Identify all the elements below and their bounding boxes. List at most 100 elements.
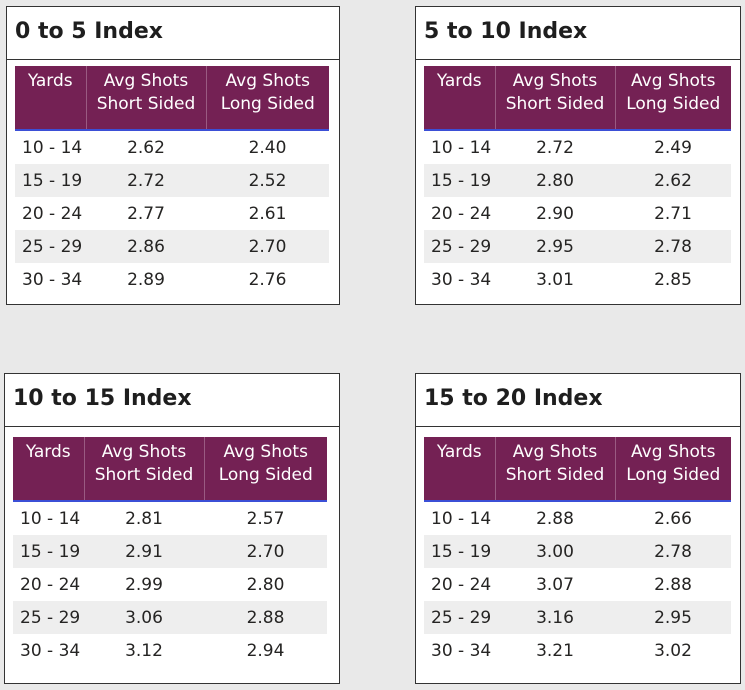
cell-short-sided: 2.72 [536,137,574,158]
cell-short-sided: 2.86 [86,230,206,263]
table-row: 25 - 29 3.06 2.88 [13,601,327,634]
cell-long-sided: 2.94 [246,640,285,661]
cell-short-sided: 3.00 [495,535,615,568]
cell-short-sided: 2.72 [86,164,206,197]
column-header-long-sided[interactable]: Avg Shots Long Sided [614,66,731,131]
cell-long-sided: 2.49 [654,137,692,158]
table-row: 20 - 24 2.99 2.80 [13,568,327,601]
index-card-0-5: 0 to 5 Index Yards Avg Shots Short Sided… [6,6,340,305]
cell-short-sided: 2.99 [125,574,163,595]
cell-yards: 30 - 34 [431,269,492,290]
cell-short-sided: 2.91 [84,535,204,568]
cell-yards: 10 - 14 [22,137,83,158]
table-row: 10 - 14 2.81 2.57 [13,501,327,535]
cell-long-sided: 2.61 [248,203,287,224]
cell-yards: 25 - 29 [15,230,86,263]
cell-short-sided: 3.06 [84,601,204,634]
cell-short-sided: 3.01 [536,269,574,290]
cell-short-sided: 3.21 [536,640,574,661]
cell-long-sided: 2.85 [654,269,692,290]
column-header-long-sided[interactable]: Avg Shots Long Sided [205,66,329,131]
cell-yards: 30 - 34 [431,640,492,661]
table-row: 10 - 14 2.72 2.49 [424,130,731,164]
cell-yards: 20 - 24 [22,203,83,224]
cell-yards: 20 - 24 [431,203,492,224]
cell-short-sided: 2.77 [127,203,165,224]
cell-short-sided: 2.95 [495,230,615,263]
table-row: 20 - 24 2.77 2.61 [15,197,329,230]
column-header-yards[interactable]: Yards [424,66,495,131]
column-header-yards[interactable]: Yards [15,66,86,131]
cell-long-sided: 2.57 [246,508,285,529]
table-row: 30 - 34 3.21 3.02 [424,634,731,667]
column-header-short-sided[interactable]: Avg Shots Short Sided [494,66,615,131]
table-row: 15 - 19 2.72 2.52 [15,164,329,197]
table-row: 15 - 19 3.00 2.78 [424,535,731,568]
cell-long-sided: 3.02 [654,640,692,661]
index-table: Yards Avg Shots Short Sided Avg Shots Lo… [15,66,329,296]
index-table: Yards Avg Shots Short Sided Avg Shots Lo… [424,66,731,296]
cell-long-sided: 2.78 [615,230,731,263]
cell-short-sided: 2.88 [536,508,574,529]
cell-short-sided: 3.07 [536,574,574,595]
index-card-10-15: 10 to 15 Index Yards Avg Shots Short Sid… [4,373,340,684]
cell-long-sided: 2.88 [654,574,692,595]
cell-short-sided: 3.16 [495,601,615,634]
cell-yards: 10 - 14 [431,508,492,529]
table-row: 25 - 29 2.86 2.70 [15,230,329,263]
table-row: 15 - 19 2.91 2.70 [13,535,327,568]
cell-yards: 10 - 14 [431,137,492,158]
table-row: 20 - 24 3.07 2.88 [424,568,731,601]
cell-yards: 30 - 34 [22,269,83,290]
cell-long-sided: 2.52 [206,164,329,197]
table-row: 15 - 19 2.80 2.62 [424,164,731,197]
table-row: 20 - 24 2.90 2.71 [424,197,731,230]
table-header-row: Yards Avg Shots Short Sided Avg Shots Lo… [424,66,731,131]
table-row: 25 - 29 3.16 2.95 [424,601,731,634]
card-title: 5 to 10 Index [416,7,740,60]
index-card-5-10: 5 to 10 Index Yards Avg Shots Short Side… [415,6,741,305]
column-header-yards[interactable]: Yards [13,437,84,502]
cell-yards: 10 - 14 [20,508,81,529]
index-table: Yards Avg Shots Short Sided Avg Shots Lo… [424,437,731,667]
cell-long-sided: 2.70 [206,230,329,263]
table-header-row: Yards Avg Shots Short Sided Avg Shots Lo… [15,66,329,131]
cell-long-sided: 2.95 [615,601,731,634]
cell-yards: 30 - 34 [20,640,81,661]
cell-yards: 15 - 19 [424,535,495,568]
cell-short-sided: 2.80 [495,164,615,197]
table-row: 30 - 34 3.12 2.94 [13,634,327,667]
column-header-long-sided[interactable]: Avg Shots Long Sided [614,437,731,502]
column-header-short-sided[interactable]: Avg Shots Short Sided [85,66,206,131]
index-card-15-20: 15 to 20 Index Yards Avg Shots Short Sid… [415,373,741,684]
card-title: 0 to 5 Index [7,7,339,60]
cell-short-sided: 3.12 [125,640,163,661]
cell-long-sided: 2.70 [204,535,327,568]
cell-long-sided: 2.78 [615,535,731,568]
cell-short-sided: 2.81 [125,508,163,529]
cell-long-sided: 2.88 [204,601,327,634]
cell-long-sided: 2.71 [654,203,692,224]
column-header-short-sided[interactable]: Avg Shots Short Sided [83,437,204,502]
cell-yards: 25 - 29 [13,601,84,634]
table-header-row: Yards Avg Shots Short Sided Avg Shots Lo… [13,437,327,502]
table-row: 30 - 34 2.89 2.76 [15,263,329,296]
table-row: 25 - 29 2.95 2.78 [424,230,731,263]
cell-short-sided: 2.90 [536,203,574,224]
cell-long-sided: 2.62 [615,164,731,197]
card-title: 15 to 20 Index [416,374,740,427]
cell-long-sided: 2.76 [248,269,287,290]
cell-yards: 25 - 29 [424,230,495,263]
cell-yards: 15 - 19 [13,535,84,568]
cell-short-sided: 2.89 [127,269,165,290]
card-title: 10 to 15 Index [5,374,339,427]
cell-long-sided: 2.40 [248,137,287,158]
cell-yards: 15 - 19 [424,164,495,197]
cell-yards: 15 - 19 [15,164,86,197]
column-header-short-sided[interactable]: Avg Shots Short Sided [494,437,615,502]
column-header-long-sided[interactable]: Avg Shots Long Sided [203,437,327,502]
table-header-row: Yards Avg Shots Short Sided Avg Shots Lo… [424,437,731,502]
index-table: Yards Avg Shots Short Sided Avg Shots Lo… [13,437,327,667]
cell-long-sided: 2.80 [246,574,285,595]
column-header-yards[interactable]: Yards [424,437,495,502]
